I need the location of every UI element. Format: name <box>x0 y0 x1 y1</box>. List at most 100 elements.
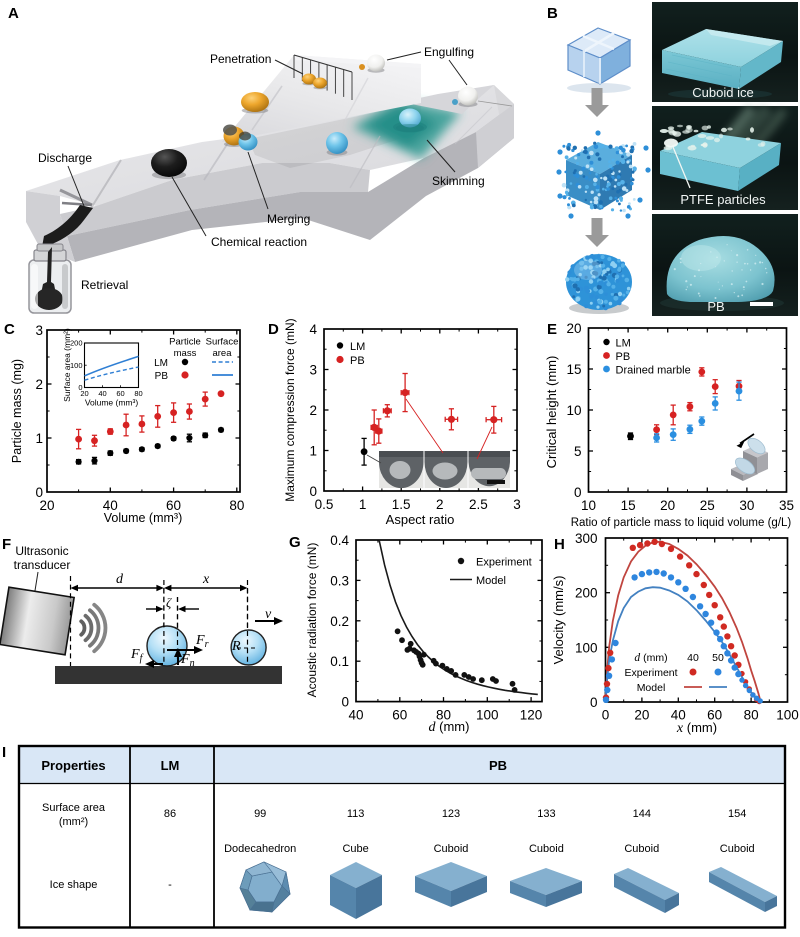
svg-text:PB: PB <box>350 355 365 367</box>
svg-text:Particle mass (mg): Particle mass (mg) <box>10 359 24 463</box>
svg-text:Cuboid: Cuboid <box>720 843 755 855</box>
svg-text:154: 154 <box>728 808 746 820</box>
svg-text:Discharge: Discharge <box>38 151 92 165</box>
svg-text:1: 1 <box>309 444 317 459</box>
svg-text:Model: Model <box>637 682 666 694</box>
svg-text:200: 200 <box>70 339 83 348</box>
svg-text:v: v <box>265 607 272 622</box>
svg-text:LM: LM <box>350 341 365 353</box>
svg-text:80: 80 <box>744 708 759 723</box>
svg-text:60: 60 <box>392 708 407 723</box>
svg-text:LM: LM <box>616 338 631 350</box>
svg-text:Experiment: Experiment <box>476 557 532 569</box>
svg-text:10: 10 <box>581 498 596 513</box>
svg-text:133: 133 <box>537 808 555 820</box>
svg-text:20: 20 <box>660 498 675 513</box>
svg-text:100: 100 <box>575 640 598 655</box>
svg-text:60: 60 <box>116 389 124 398</box>
svg-text:B: B <box>547 5 558 22</box>
svg-text:5: 5 <box>574 444 582 459</box>
svg-text:123: 123 <box>442 808 460 820</box>
svg-text:transducer: transducer <box>14 558 71 572</box>
svg-text:PB: PB <box>155 371 169 382</box>
svg-text:(mm²): (mm²) <box>59 816 88 828</box>
svg-text:3: 3 <box>35 323 43 338</box>
svg-text:100: 100 <box>476 708 499 723</box>
svg-text:80: 80 <box>436 708 451 723</box>
svg-text:0.3: 0.3 <box>330 573 349 588</box>
svg-text:Velocity (mm/s): Velocity (mm/s) <box>551 576 566 665</box>
svg-text:99: 99 <box>254 808 266 820</box>
svg-text:Engulfing: Engulfing <box>424 45 474 59</box>
svg-text:0: 0 <box>35 485 43 500</box>
svg-text:80: 80 <box>134 389 142 398</box>
svg-text:d (mm): d (mm) <box>634 652 667 664</box>
svg-text:A: A <box>8 5 19 22</box>
svg-text:100: 100 <box>776 708 799 723</box>
svg-text:Volume (mm³): Volume (mm³) <box>85 398 139 408</box>
svg-text:Experiment: Experiment <box>624 667 677 679</box>
svg-text:Critical height (mm): Critical height (mm) <box>544 356 559 469</box>
svg-text:G: G <box>289 534 301 551</box>
svg-text:0: 0 <box>78 383 82 392</box>
svg-text:0: 0 <box>574 485 582 500</box>
svg-text:R: R <box>231 639 241 654</box>
svg-text:Particle: Particle <box>169 337 201 348</box>
svg-text:40: 40 <box>98 389 106 398</box>
svg-text:Acoustic radiation force (mN): Acoustic radiation force (mN) <box>305 543 319 698</box>
svg-text:E: E <box>547 321 557 338</box>
svg-text:Volume (mm³): Volume (mm³) <box>104 511 182 525</box>
svg-text:10: 10 <box>566 403 581 418</box>
svg-text:x: x <box>202 572 210 587</box>
svg-text:35: 35 <box>779 498 794 513</box>
svg-text:area: area <box>212 348 232 359</box>
svg-text:4: 4 <box>309 322 317 337</box>
svg-text:Cube: Cube <box>342 843 368 855</box>
svg-text:113: 113 <box>347 808 365 820</box>
svg-text:2: 2 <box>309 403 317 418</box>
svg-text:0: 0 <box>309 484 317 499</box>
svg-text:60: 60 <box>166 498 181 513</box>
svg-text:x (mm): x (mm) <box>676 720 717 736</box>
svg-text:Dodecahedron: Dodecahedron <box>224 843 296 855</box>
svg-text:mass: mass <box>174 348 197 359</box>
svg-text:0.5: 0.5 <box>315 497 334 512</box>
svg-text:Model: Model <box>476 575 506 587</box>
svg-text:100: 100 <box>70 361 83 370</box>
svg-text:20: 20 <box>39 498 54 513</box>
svg-text:1: 1 <box>35 431 43 446</box>
svg-text:Ice shape: Ice shape <box>50 879 98 891</box>
svg-text:Cuboid: Cuboid <box>529 843 564 855</box>
svg-text:PTFE particles: PTFE particles <box>680 192 766 207</box>
svg-text:Ratio of particle mass to liqu: Ratio of particle mass to liquid volume … <box>571 517 792 529</box>
svg-text:LM: LM <box>161 758 180 773</box>
svg-text:Properties: Properties <box>41 758 105 773</box>
svg-text:20: 20 <box>566 321 581 336</box>
svg-text:120: 120 <box>520 708 543 723</box>
svg-text:Cuboid ice: Cuboid ice <box>692 85 753 100</box>
svg-text:300: 300 <box>575 531 598 546</box>
svg-text:60: 60 <box>707 708 722 723</box>
svg-text:Retrieval: Retrieval <box>81 278 128 292</box>
svg-text:40: 40 <box>687 652 699 664</box>
svg-text:LM: LM <box>154 358 168 369</box>
svg-text:Ff: Ff <box>130 647 144 664</box>
svg-text:Skimming: Skimming <box>432 174 485 188</box>
svg-text:Penetration: Penetration <box>210 52 271 66</box>
svg-text:15: 15 <box>621 498 636 513</box>
svg-text:Fr: Fr <box>195 633 209 650</box>
svg-text:0: 0 <box>341 695 349 710</box>
svg-text:-: - <box>168 879 172 891</box>
svg-text:0.2: 0.2 <box>330 614 349 629</box>
svg-text:40: 40 <box>348 708 363 723</box>
svg-text:40: 40 <box>671 708 686 723</box>
svg-text:I: I <box>2 744 6 761</box>
svg-text:Maximum compression force (mN): Maximum compression force (mN) <box>283 318 297 501</box>
svg-text:0.1: 0.1 <box>330 654 349 669</box>
svg-text:Ultrasonic: Ultrasonic <box>15 544 68 558</box>
svg-text:Chemical reaction: Chemical reaction <box>211 235 307 249</box>
svg-text:Cuboid: Cuboid <box>434 843 469 855</box>
svg-text:30: 30 <box>739 498 754 513</box>
svg-text:d (mm): d (mm) <box>429 719 470 735</box>
svg-text:80: 80 <box>229 498 244 513</box>
